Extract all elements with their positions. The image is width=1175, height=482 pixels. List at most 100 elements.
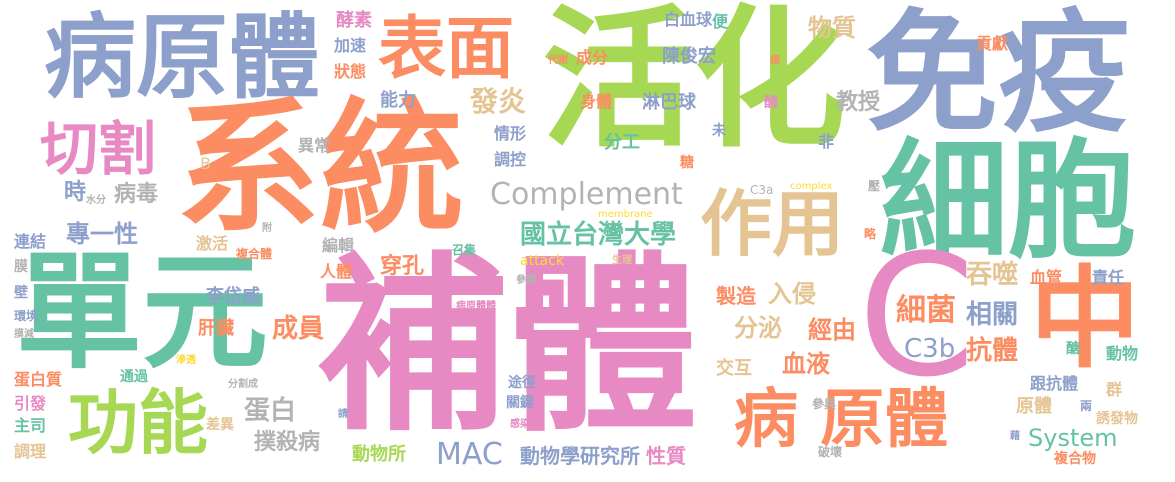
word-danbaizhi: 蛋白質 <box>14 370 63 389</box>
word-xingzhi: 性質 <box>646 444 686 468</box>
word-zhong: 中 <box>1030 255 1140 383</box>
word-lue: 略 <box>864 227 877 241</box>
word-fuheti: 複合體 <box>236 247 273 261</box>
word-mianyi: 免疫 <box>866 0 1130 151</box>
word-lidaiwei: 李岱威 <box>206 286 260 307</box>
word-mei: 酶 <box>764 95 778 111</box>
word-lao: 醣 <box>1066 341 1080 357</box>
word-chayi: 差異 <box>206 417 234 433</box>
word-jiaosu: 酵素 <box>336 10 372 31</box>
word-zhusi: 主司 <box>14 416 47 435</box>
word-jianshao: 摸減 <box>14 329 34 340</box>
word-ai: 癌 <box>770 55 780 66</box>
word-ganzang: 肝臟 <box>198 318 234 339</box>
word-renti: 人體 <box>320 262 353 281</box>
word-daixie: 代謝 <box>548 55 568 66</box>
word-xibao: 細胞 <box>880 127 1137 276</box>
word-c: C <box>858 218 976 414</box>
word-chenjunhong: 陳俊宏 <box>662 46 716 67</box>
word-pohuai: 破壞 <box>818 445 843 459</box>
word-yuanti: 原體 <box>1016 396 1052 417</box>
word-wei: 未 <box>712 123 726 139</box>
word-jihuo: 激活 <box>196 234 229 253</box>
word-zhuangtai: 狀態 <box>334 62 367 81</box>
word-chuankong: 穿孔 <box>380 254 425 279</box>
word-xitong: 系統 <box>176 84 465 252</box>
word-shi: 時 <box>64 180 87 205</box>
word-gongxian: 貢獻 <box>976 34 1009 53</box>
word-genkangti: 跟抗體 <box>1030 374 1079 393</box>
word-yinfa: 引發 <box>14 394 47 413</box>
word-attack: attack <box>520 253 564 269</box>
word-nengli: 能力 <box>380 90 416 111</box>
word-system: System <box>1028 424 1118 452</box>
word-xijun: 細菌 <box>896 293 956 328</box>
word-buti: 補體 <box>318 236 699 457</box>
word-tongguo: 通過 <box>120 369 148 385</box>
word-gongneng: 功能 <box>68 382 208 464</box>
word-kangti: 抗體 <box>966 336 1019 366</box>
word-youfawu: 誘發物 <box>1096 411 1138 427</box>
word-jingyou: 經由 <box>808 316 856 344</box>
word-danyuan: 單元 <box>16 239 268 386</box>
word-fu: 附 <box>262 223 272 234</box>
word-huohua: 活化 <box>542 0 846 168</box>
word-b: B <box>200 154 211 173</box>
word-zeren: 責任 <box>1092 268 1125 287</box>
word-tiaoli: 調理 <box>14 442 47 461</box>
word-dongwuxue: 動物學研究所 <box>520 444 640 468</box>
word-xueye: 血液 <box>782 350 830 378</box>
word-canyue: 參閱 <box>516 275 536 286</box>
word-wuzhi: 物質 <box>808 14 856 42</box>
word-danbai: 蛋白 <box>244 396 297 426</box>
word-c3a: C3a <box>750 183 774 197</box>
word-shenti: 身體 <box>580 92 613 111</box>
word-pushabing: 撲殺病 <box>254 430 321 455</box>
word-dongwusuo: 動物所 <box>352 444 406 465</box>
word-huanjing: 環境 <box>14 309 39 323</box>
word-tang: 糖 <box>680 155 694 171</box>
word-lianjie: 連結 <box>14 232 47 251</box>
word-mo: 膜 <box>14 259 28 275</box>
word-yichang: 異常 <box>298 136 331 155</box>
word-jiaoshou: 教授 <box>836 90 881 115</box>
word-linbaqiu: 淋巴球 <box>642 92 696 113</box>
word-tujing: 途徑 <box>508 375 536 391</box>
word-bi: 壁 <box>14 285 28 301</box>
word-tunshi: 吞噬 <box>966 260 1019 290</box>
word-zhuanyixing: 專一性 <box>66 220 138 248</box>
word-bingdu: 病毒 <box>114 182 159 207</box>
word-zao: 藉 <box>1010 431 1020 442</box>
word-guoli: 國立台灣大學 <box>520 220 677 250</box>
word-complement: Complement <box>490 177 683 212</box>
word-fayan: 發炎 <box>470 85 527 118</box>
word-bingyuanti: 病原體 <box>44 4 321 111</box>
word-fengong: 分工 <box>604 132 640 153</box>
word-dongwu: 動物 <box>1106 344 1139 363</box>
word-qingxing: 情形 <box>494 124 527 143</box>
word-shuifen: 水分 <box>86 195 106 206</box>
word-ruqin: 入侵 <box>768 280 816 308</box>
word-ya: 壓 <box>868 179 881 193</box>
word-lian: 兩 <box>1080 399 1093 413</box>
word-zhaoji: 召集 <box>452 243 477 257</box>
word-shengli: 生理 <box>612 255 632 266</box>
word-ganran: 感染 <box>510 419 530 430</box>
word-tiaokong: 調控 <box>494 150 527 169</box>
word-bianji: 編輯 <box>322 236 355 255</box>
word-canyu: 參與 <box>812 397 837 411</box>
word-jiasu: 加速 <box>334 36 367 55</box>
word-xueguan: 血管 <box>1030 268 1063 287</box>
word-guanjian: 關鍵 <box>506 395 534 411</box>
word-membrane: membrane <box>598 209 653 220</box>
word-mac: MAC <box>436 437 503 472</box>
word-fei: 非 <box>818 132 835 151</box>
word-qiege: 切割 <box>40 115 157 183</box>
word-zhizao: 製造 <box>716 284 756 308</box>
word-chengfen: 成分 <box>576 48 609 67</box>
word-bian: 便 <box>712 12 729 31</box>
word-xiangguan: 相關 <box>966 300 1019 330</box>
word-fengecheng: 分割成 <box>228 379 258 390</box>
word-bingyuantismall: 病原體體 <box>456 301 496 312</box>
